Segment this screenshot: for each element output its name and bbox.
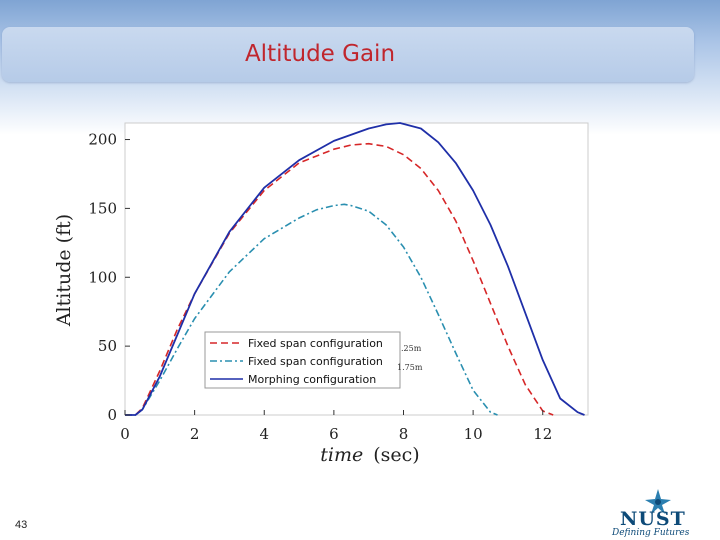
y-tick-label: 200: [88, 131, 117, 149]
legend-overflow-1: .25m: [401, 344, 422, 353]
legend-label-2: Fixed span configuration: [248, 355, 383, 368]
tick-layer: 0 2 4 6 8 10 12 0 50 100 150 200: [88, 131, 552, 443]
logo-tagline: Defining Futures: [612, 528, 690, 538]
x-tick-label: 12: [533, 425, 552, 443]
title-bar: [2, 27, 694, 82]
series-line-2: [125, 203, 498, 416]
y-tick-label: 100: [88, 268, 117, 286]
x-tick-label: 10: [464, 425, 483, 443]
x-axis-label-italic: time: [320, 444, 363, 466]
x-tick-label: 4: [259, 425, 269, 443]
series-line-3: [125, 122, 585, 416]
x-axis-label: time (sec): [320, 444, 419, 466]
y-axis-label: Altitude (ft): [53, 214, 75, 327]
y-tick-label: 0: [107, 406, 117, 424]
x-tick-label: 0: [120, 425, 130, 443]
slide-title: Altitude Gain: [244, 41, 396, 67]
nust-logo-icon: [645, 489, 671, 514]
logo-text: NUST: [620, 508, 686, 530]
y-tick-label: 50: [98, 337, 117, 355]
x-tick-label: 2: [190, 425, 200, 443]
x-axis-label-unit: (sec): [373, 444, 419, 466]
page-number: 43: [15, 519, 28, 531]
legend: Fixed span configuration Fixed span confi…: [204, 331, 423, 389]
legend-label-1: Fixed span configuration: [248, 337, 383, 350]
series-layer: [125, 122, 585, 416]
x-tick-label: 8: [399, 425, 409, 443]
x-tick-label: 6: [329, 425, 339, 443]
legend-overflow-2: 1.75m: [397, 363, 423, 372]
y-tick-label: 150: [88, 199, 117, 217]
legend-label-3: Morphing configuration: [248, 373, 376, 386]
series-line-1: [125, 142, 554, 416]
